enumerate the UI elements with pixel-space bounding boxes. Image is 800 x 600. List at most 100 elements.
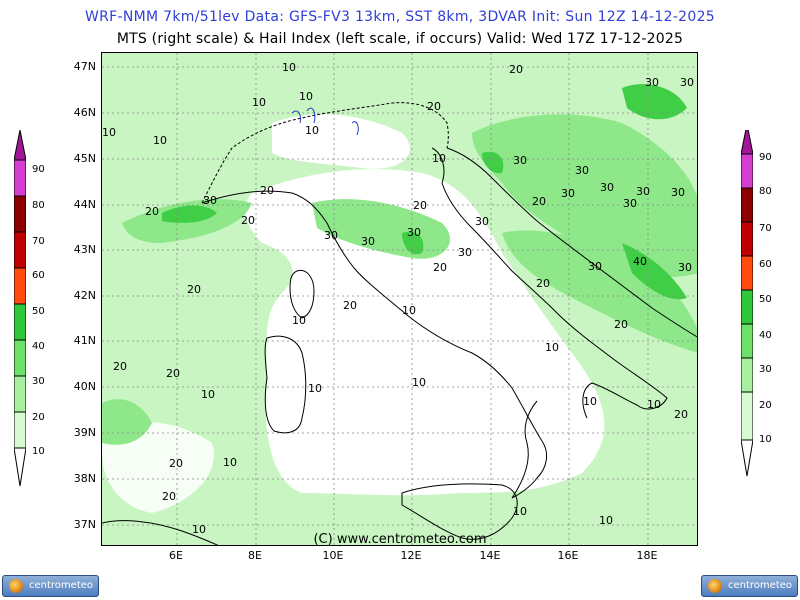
field-mid-adriatic xyxy=(502,230,697,353)
lat-label-38n: 38N xyxy=(73,472,96,485)
model-info-title: WRF-NMM 7km/51lev Data: GFS-FV3 13km, SS… xyxy=(85,9,715,25)
lon-label-16e: 16E xyxy=(557,549,579,562)
left-scale-label: 40 xyxy=(32,341,45,352)
field-dark-ne xyxy=(622,84,687,120)
contour-label: 10 xyxy=(102,126,116,139)
left-scale-label: 10 xyxy=(32,446,45,457)
contour-label: 20 xyxy=(166,367,180,380)
product-valid-title: MTS (right scale) & Hail Index (left sca… xyxy=(116,31,684,47)
contour-label: 30 xyxy=(678,261,692,274)
field-dark-adriatic xyxy=(622,243,687,300)
contour-label: 30 xyxy=(671,186,685,199)
lat-label-42n: 42N xyxy=(73,289,96,302)
map-canvas: 10 20 30 30 10 10 20 10 10 10 10 30 30 2… xyxy=(102,53,697,545)
lon-label-12e: 12E xyxy=(400,549,422,562)
contour-label: 20 xyxy=(260,184,274,197)
contour-label: 20 xyxy=(169,457,183,470)
left-scale-label: 60 xyxy=(32,270,45,281)
field-mid-balkans xyxy=(472,114,697,277)
contour-label: 20 xyxy=(532,195,546,208)
contour-label: 30 xyxy=(513,154,527,167)
contour-label: 30 xyxy=(575,164,589,177)
contour-label: 30 xyxy=(361,235,375,248)
contour-label: 30 xyxy=(588,260,602,273)
lat-label-47n: 47N xyxy=(73,60,96,73)
right-scale-label: 10 xyxy=(759,434,772,445)
contour-label: 20 xyxy=(674,408,688,421)
lat-label-37n: 37N xyxy=(73,518,96,531)
field-mid-sw xyxy=(102,399,152,445)
contour-label: 10 xyxy=(308,382,322,395)
lon-label-8e: 8E xyxy=(248,549,262,562)
copyright-text: (C) www.centrometeo.com xyxy=(313,532,487,547)
globe-icon xyxy=(9,579,23,593)
right-scale-label: 30 xyxy=(759,364,772,375)
globe-icon xyxy=(708,579,722,593)
contour-label: 10 xyxy=(201,388,215,401)
contour-label: 20 xyxy=(509,63,523,76)
contour-label: 20 xyxy=(162,490,176,503)
contour-label: 20 xyxy=(187,283,201,296)
contour-label: 10 xyxy=(192,523,206,536)
lat-label-46n: 46N xyxy=(73,106,96,119)
contour-label: 10 xyxy=(305,124,319,137)
contour-label: 10 xyxy=(299,90,313,103)
lat-label-41n: 41N xyxy=(73,334,96,347)
coastlines xyxy=(102,102,697,545)
logo-text: centrometeo xyxy=(29,580,94,591)
field-dark-ligurian xyxy=(162,205,217,223)
contour-label: 10 xyxy=(647,398,661,411)
contour-label: 10 xyxy=(583,395,597,408)
contour-labels: 10 20 30 30 10 10 20 10 10 10 10 30 30 2… xyxy=(102,61,694,536)
contour-label: 20 xyxy=(536,277,550,290)
lon-label-14e: 14E xyxy=(479,549,501,562)
contour-label: 30 xyxy=(561,187,575,200)
left-scale-label: 90 xyxy=(32,164,45,175)
contour-label: 30 xyxy=(680,76,694,89)
right-scale-label: 50 xyxy=(759,294,772,305)
contour-label: 30 xyxy=(458,246,472,259)
right-color-scale xyxy=(741,130,753,490)
contour-label: 30 xyxy=(600,181,614,194)
right-scale-label: 90 xyxy=(759,152,772,163)
contour-label: 30 xyxy=(407,226,421,239)
contour-label: 10 xyxy=(513,505,527,518)
contour-label: 20 xyxy=(614,318,628,331)
contour-label: 20 xyxy=(433,261,447,274)
lon-label-10e: 10E xyxy=(322,549,344,562)
contour-label: 10 xyxy=(252,96,266,109)
contour-label: 10 xyxy=(412,376,426,389)
contour-label: 20 xyxy=(145,205,159,218)
contour-label: 30 xyxy=(324,229,338,242)
contour-label: 10 xyxy=(223,456,237,469)
contour-label: 10 xyxy=(282,61,296,74)
forecast-map: 10 20 30 30 10 10 20 10 10 10 10 30 30 2… xyxy=(101,52,698,546)
contour-label: 10 xyxy=(545,341,559,354)
right-scale-label: 60 xyxy=(759,259,772,270)
contour-label: 10 xyxy=(153,134,167,147)
right-scale-label: 80 xyxy=(759,186,772,197)
field-white-alps xyxy=(272,114,410,169)
centrometeo-logo-left[interactable]: centrometeo xyxy=(2,575,99,597)
contour-label: 10 xyxy=(599,514,613,527)
contour-label: 20 xyxy=(413,199,427,212)
left-scale-label: 50 xyxy=(32,306,45,317)
centrometeo-logo-right[interactable]: centrometeo xyxy=(701,575,798,597)
lat-label-39n: 39N xyxy=(73,426,96,439)
logo-text: centrometeo xyxy=(728,580,793,591)
contour-label: 10 xyxy=(402,304,416,317)
contour-label: 20 xyxy=(241,214,255,227)
field-dark-slovenia xyxy=(482,151,504,174)
contour-label: 20 xyxy=(113,360,127,373)
contour-label: 30 xyxy=(645,76,659,89)
lat-lon-grid xyxy=(102,53,697,545)
right-scale-label: 70 xyxy=(759,223,772,234)
contour-label: 30 xyxy=(623,197,637,210)
contour-label: 20 xyxy=(427,100,441,113)
contour-label: 30 xyxy=(475,215,489,228)
right-scale-label: 20 xyxy=(759,400,772,411)
right-scale-label: 40 xyxy=(759,330,772,341)
left-scale-label: 30 xyxy=(32,376,45,387)
lat-label-40n: 40N xyxy=(73,380,96,393)
contour-label: 40 xyxy=(633,255,647,268)
